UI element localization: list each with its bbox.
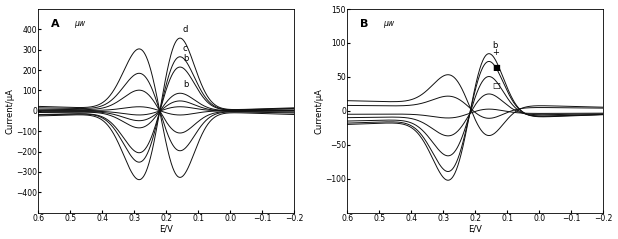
X-axis label: E/V: E/V <box>468 224 482 234</box>
Text: ■: ■ <box>492 63 499 72</box>
Text: b: b <box>183 54 188 63</box>
Text: +: + <box>492 48 499 57</box>
Text: A: A <box>51 19 60 29</box>
Text: c: c <box>183 43 187 53</box>
Text: b: b <box>492 40 497 49</box>
Text: μw: μw <box>383 19 394 28</box>
Text: b: b <box>183 80 188 89</box>
Y-axis label: Current/μA: Current/μA <box>6 88 15 134</box>
Text: d: d <box>183 25 188 34</box>
Text: B: B <box>360 19 368 29</box>
Text: μw: μw <box>74 19 85 28</box>
Text: □: □ <box>492 81 499 90</box>
Y-axis label: Current/μA: Current/μA <box>315 88 324 134</box>
X-axis label: E/V: E/V <box>159 224 173 234</box>
